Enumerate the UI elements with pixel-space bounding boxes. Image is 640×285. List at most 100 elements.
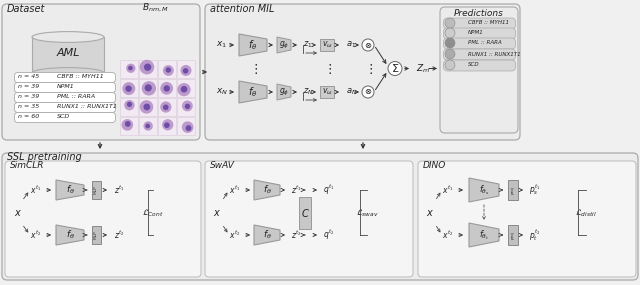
Text: $v_\omega$: $v_\omega$ [322, 40, 332, 50]
Text: $v_\omega$: $v_\omega$ [322, 87, 332, 97]
Text: $p_s^{t_1}$: $p_s^{t_1}$ [529, 183, 540, 198]
Bar [158, 79, 176, 97]
Text: $f_\theta$: $f_\theta$ [65, 229, 74, 241]
Polygon shape [254, 180, 280, 200]
Text: $g_\phi$: $g_\phi$ [279, 39, 289, 50]
FancyBboxPatch shape [2, 153, 638, 280]
Circle shape [182, 101, 193, 111]
Bar [177, 79, 195, 97]
Text: $q^{t_1}$: $q^{t_1}$ [323, 183, 335, 197]
Circle shape [163, 105, 168, 110]
Circle shape [140, 100, 154, 114]
Bar [508, 225, 518, 245]
Circle shape [141, 81, 156, 95]
Polygon shape [56, 180, 84, 200]
Circle shape [122, 119, 133, 131]
Circle shape [162, 119, 173, 131]
Text: $x_1$: $x_1$ [216, 40, 227, 50]
Text: $f_\theta$: $f_\theta$ [262, 184, 271, 196]
Circle shape [160, 101, 172, 113]
Bar [32, 37, 104, 73]
Circle shape [180, 65, 191, 76]
FancyBboxPatch shape [2, 4, 200, 140]
Bar [320, 39, 334, 51]
Text: $x$: $x$ [426, 208, 434, 218]
Text: Predictions: Predictions [454, 9, 504, 17]
Circle shape [143, 103, 150, 110]
Text: $f_{\theta_s}$: $f_{\theta_s}$ [479, 183, 490, 197]
Text: n = 39: n = 39 [18, 94, 39, 99]
Text: SCD: SCD [57, 114, 70, 119]
Polygon shape [254, 225, 280, 245]
Text: $z^{t_2}$: $z^{t_2}$ [291, 229, 301, 241]
Bar [120, 79, 138, 97]
FancyBboxPatch shape [205, 4, 520, 140]
Text: $C$: $C$ [301, 207, 309, 219]
Text: PML :: RARA: PML :: RARA [57, 94, 95, 99]
Circle shape [445, 49, 455, 59]
Circle shape [145, 124, 150, 128]
Circle shape [362, 86, 374, 98]
FancyBboxPatch shape [15, 113, 115, 123]
Text: Dataset: Dataset [7, 4, 45, 14]
Ellipse shape [32, 68, 104, 78]
Bar [120, 98, 138, 116]
Text: $z_1$: $z_1$ [303, 40, 312, 50]
Circle shape [183, 68, 188, 74]
Text: CBFB :: MYH11: CBFB :: MYH11 [57, 74, 104, 79]
Text: CBFB :: MYH11: CBFB :: MYH11 [468, 21, 509, 25]
Circle shape [125, 86, 132, 92]
Text: $z_N$: $z_N$ [303, 87, 314, 97]
Bar [158, 117, 176, 135]
Text: PML :: RARA: PML :: RARA [468, 40, 502, 46]
Text: $z^{t_1}$: $z^{t_1}$ [114, 184, 125, 196]
Bar [139, 98, 157, 116]
Circle shape [166, 67, 171, 73]
Polygon shape [239, 34, 267, 56]
Bar [177, 98, 195, 116]
Text: AML: AML [56, 48, 80, 58]
Text: $\otimes$: $\otimes$ [364, 87, 372, 97]
Text: n = 60: n = 60 [18, 114, 39, 119]
Bar [177, 60, 195, 78]
FancyBboxPatch shape [15, 103, 115, 113]
Text: $x^{t_1}$: $x^{t_1}$ [229, 184, 240, 196]
Text: $x^{t_2}$: $x^{t_2}$ [30, 229, 41, 241]
Text: SwAV: SwAV [210, 160, 235, 170]
Bar [92, 226, 100, 244]
Text: $B_{nm,M}$: $B_{nm,M}$ [141, 2, 168, 14]
Circle shape [144, 64, 151, 71]
Text: $x^{t_1}$: $x^{t_1}$ [442, 184, 453, 196]
Bar [120, 117, 138, 135]
FancyBboxPatch shape [15, 82, 115, 93]
Text: SCD: SCD [468, 62, 479, 68]
Text: $\vdots$: $\vdots$ [248, 62, 257, 76]
Circle shape [180, 86, 188, 93]
Polygon shape [469, 223, 499, 247]
Bar [320, 86, 334, 98]
Text: n = 45: n = 45 [18, 74, 39, 79]
Text: n = 35: n = 35 [18, 104, 39, 109]
Polygon shape [277, 37, 291, 53]
Polygon shape [277, 84, 291, 100]
Circle shape [127, 102, 132, 107]
Text: $f_\theta$: $f_\theta$ [248, 38, 258, 52]
Text: $q^{t_2}$: $q^{t_2}$ [323, 228, 334, 242]
Text: attention MIL: attention MIL [210, 4, 275, 14]
Circle shape [128, 66, 132, 70]
FancyBboxPatch shape [444, 49, 515, 60]
Circle shape [362, 39, 374, 51]
Text: $p_t^{t_2}$: $p_t^{t_2}$ [529, 227, 540, 243]
Text: $\vdots$: $\vdots$ [323, 62, 332, 76]
Circle shape [185, 104, 190, 109]
Text: SSL pretraining: SSL pretraining [7, 152, 82, 162]
Circle shape [445, 38, 455, 48]
Circle shape [125, 121, 131, 127]
Circle shape [122, 82, 135, 95]
Text: $f_\theta$: $f_\theta$ [262, 229, 271, 241]
Bar [158, 98, 176, 116]
Text: $x^{t_2}$: $x^{t_2}$ [442, 229, 453, 241]
Circle shape [388, 62, 402, 76]
Text: MLP: MLP [94, 231, 98, 239]
FancyBboxPatch shape [444, 28, 515, 39]
